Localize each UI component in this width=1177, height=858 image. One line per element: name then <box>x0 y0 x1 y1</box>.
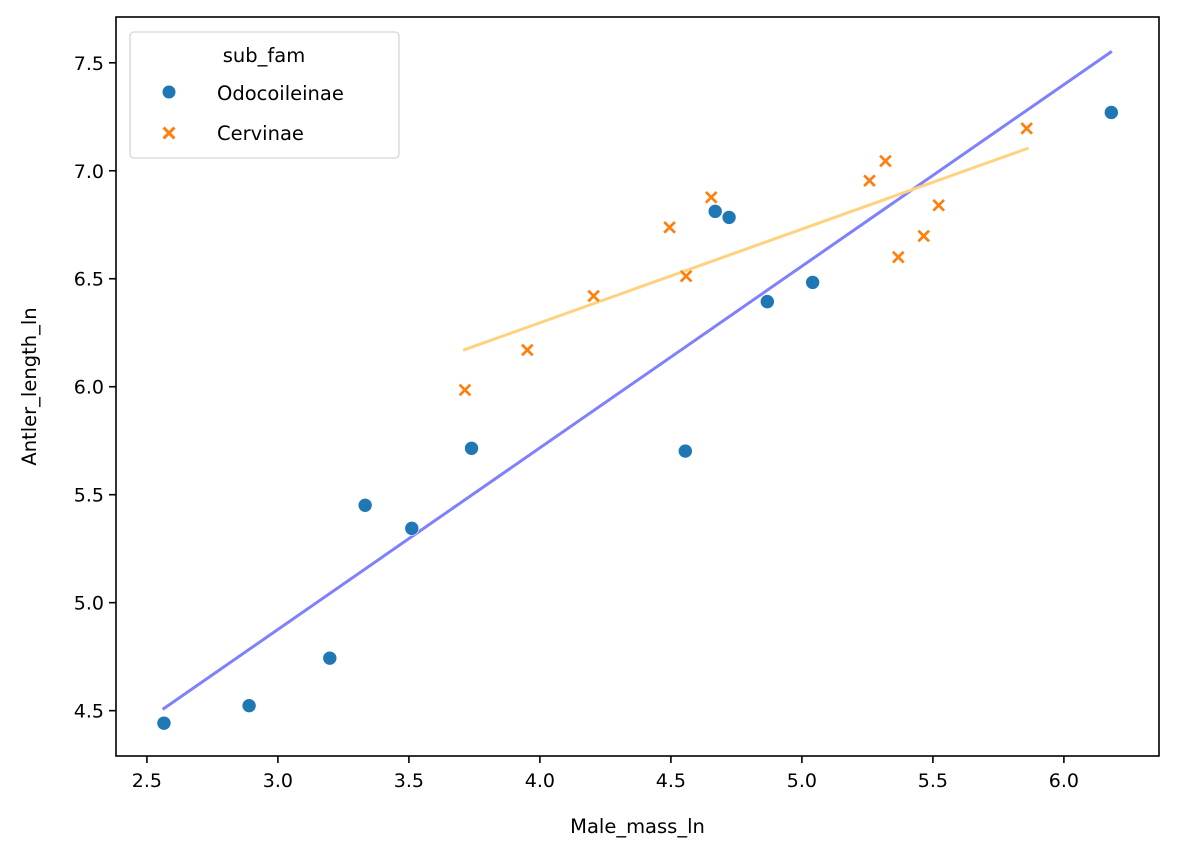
x-tick-label: 3.5 <box>394 770 424 792</box>
data-points <box>156 105 1119 731</box>
y-tick-label: 6.5 <box>74 269 104 291</box>
data-point-odocoileinae <box>241 698 257 713</box>
legend: sub_fam Odocoileinae Cervinae <box>129 31 400 159</box>
data-point-cervinae <box>679 269 693 283</box>
x-tick-label: 5.0 <box>787 770 817 792</box>
data-point-cervinae <box>520 343 535 357</box>
data-point-cervinae <box>916 229 931 243</box>
y-tick-label: 7.0 <box>74 161 104 183</box>
data-point-cervinae <box>1019 121 1034 136</box>
data-point-cervinae <box>878 154 893 168</box>
x-tick-label: 6.0 <box>1049 770 1079 792</box>
y-tick-label: 7.5 <box>74 53 104 75</box>
data-point-odocoileinae <box>760 294 775 309</box>
fit-line-cervinae-fit <box>462 146 1030 352</box>
x-tick-label: 4.0 <box>525 770 555 792</box>
data-point-cervinae <box>931 198 946 213</box>
x-tick-label: 2.5 <box>132 770 162 792</box>
legend-title: sub_fam <box>223 44 305 67</box>
y-axis-ticks: 4.5 5.0 5.5 6.0 6.5 7.0 7.5 <box>74 53 116 723</box>
data-point-cervinae <box>458 383 472 397</box>
fit-line-odocoileinae-fit <box>161 50 1113 711</box>
y-axis-label: Antler_length_ln <box>18 307 41 465</box>
legend-label-cervinae: Cervinae <box>217 122 304 145</box>
data-point-odocoileinae <box>156 715 172 731</box>
x-axis-ticks: 2.5 3.0 3.5 4.0 4.5 5.0 5.5 6.0 <box>132 756 1079 792</box>
data-point-odocoileinae <box>678 443 693 459</box>
fit-lines <box>161 50 1113 711</box>
y-tick-label: 5.5 <box>74 485 104 507</box>
data-point-odocoileinae <box>404 521 420 536</box>
data-point-odocoileinae <box>1104 105 1119 120</box>
legend-frame <box>129 31 400 159</box>
data-point-cervinae <box>862 173 877 188</box>
x-axis-label: Male_mass_ln <box>570 815 705 838</box>
x-tick-label: 5.5 <box>918 770 948 792</box>
x-tick-label: 3.0 <box>263 770 293 792</box>
data-point-odocoileinae <box>805 275 820 290</box>
data-point-odocoileinae <box>707 204 723 219</box>
x-tick-label: 4.5 <box>656 770 686 792</box>
data-point-cervinae <box>662 220 677 235</box>
y-tick-label: 5.0 <box>74 593 104 615</box>
data-point-odocoileinae <box>721 210 737 225</box>
data-point-cervinae <box>704 190 719 205</box>
legend-marker-circle <box>162 85 176 99</box>
data-point-odocoileinae <box>357 497 373 513</box>
legend-marker-x <box>162 126 176 140</box>
y-tick-label: 4.5 <box>74 701 104 723</box>
legend-label-odocoileinae: Odocoileinae <box>217 82 344 105</box>
data-point-cervinae <box>891 250 906 264</box>
data-point-cervinae <box>586 289 601 303</box>
data-point-odocoileinae <box>464 440 479 456</box>
data-point-odocoileinae <box>322 650 338 666</box>
y-tick-label: 6.0 <box>74 377 104 399</box>
